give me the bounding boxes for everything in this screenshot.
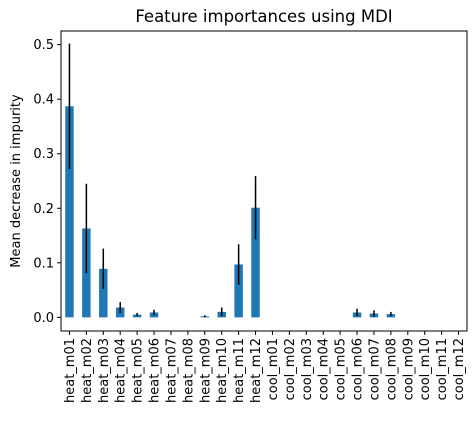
- x-tick-label-cool_m06: cool_m06: [351, 338, 366, 400]
- x-tick-label-heat_m01: heat_m01: [63, 338, 78, 403]
- error-bars: [68, 43, 392, 318]
- x-tick-label-cool_m11: cool_m11: [435, 338, 450, 400]
- y-tick-label-0.3: 0.3: [33, 147, 54, 162]
- x-tick-label-heat_m10: heat_m10: [215, 338, 230, 403]
- x-tick-label-cool_m01: cool_m01: [266, 338, 281, 400]
- y-tick-label-0.2: 0.2: [33, 202, 54, 217]
- plot-frame: [60, 30, 468, 332]
- x-tick-label-heat_m02: heat_m02: [80, 338, 95, 403]
- bar-heat_m12: [251, 207, 260, 318]
- x-tick-label-heat_m04: heat_m04: [114, 338, 129, 403]
- bar-heat_m01: [65, 106, 74, 318]
- bar-heat_m03: [99, 268, 108, 318]
- x-tick-label-cool_m05: cool_m05: [334, 338, 349, 400]
- y-tick-label-0.1: 0.1: [33, 256, 54, 271]
- x-tick-label-heat_m09: heat_m09: [198, 338, 213, 403]
- y-axis: 0.0 0.1 0.2 0.3 0.4 0.5: [33, 38, 61, 326]
- y-tick-label-0.5: 0.5: [33, 38, 54, 53]
- x-tick-label-cool_m10: cool_m10: [418, 338, 433, 400]
- y-axis-label: Mean decrease in impurity: [9, 94, 24, 268]
- bar-heat_m11: [234, 264, 243, 318]
- x-tick-label-cool_m03: cool_m03: [300, 338, 315, 400]
- x-tick-label-cool_m02: cool_m02: [283, 338, 298, 400]
- x-tick-label-cool_m07: cool_m07: [367, 338, 382, 400]
- x-tick-label-cool_m08: cool_m08: [384, 338, 399, 400]
- x-tick-label-cool_m04: cool_m04: [317, 338, 332, 400]
- x-tick-label-heat_m03: heat_m03: [97, 338, 112, 403]
- chart-title: Feature importances using MDI: [135, 7, 392, 26]
- x-tick-label-heat_m06: heat_m06: [148, 338, 163, 403]
- y-tick-label-0.0: 0.0: [33, 311, 54, 326]
- x-axis: heat_m01 heat_m02 heat_m03 heat_m04 heat_m05…: [63, 331, 467, 403]
- x-tick-label-cool_m09: cool_m09: [401, 338, 416, 400]
- x-tick-label-heat_m11: heat_m11: [232, 338, 247, 403]
- x-tick-label-heat_m12: heat_m12: [249, 338, 264, 403]
- x-tick-label-heat_m05: heat_m05: [131, 338, 146, 403]
- x-tick-label-heat_m07: heat_m07: [164, 338, 179, 403]
- bars: [65, 106, 396, 318]
- x-tick-label-cool_m12: cool_m12: [452, 338, 467, 400]
- x-tick-label-heat_m08: heat_m08: [181, 338, 196, 403]
- y-tick-label-0.4: 0.4: [33, 93, 54, 108]
